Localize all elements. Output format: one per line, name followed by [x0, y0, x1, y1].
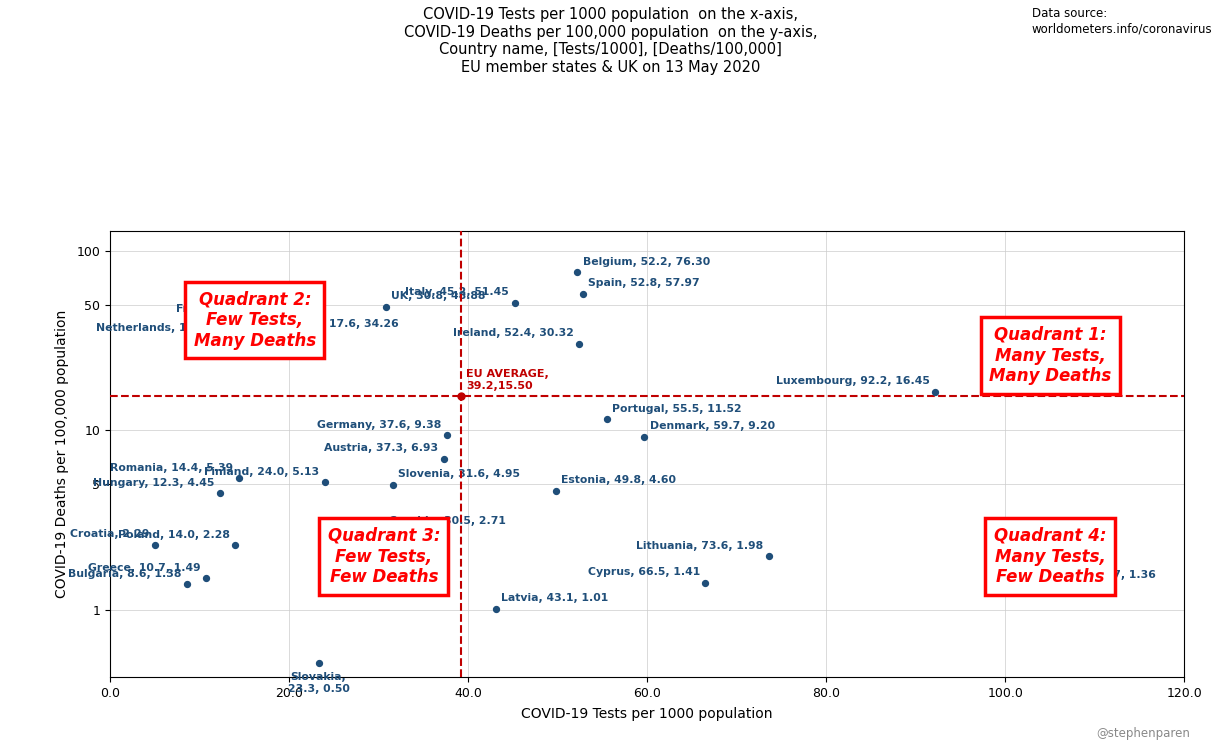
Point: [573, 287, 592, 299]
Text: Malta, 103.7, 1.36: Malta, 103.7, 1.36: [1044, 570, 1156, 580]
Text: COVID-19 Tests per 1000 population  on the x-axis,
COVID-19 Deaths per 100,000 p: COVID-19 Tests per 1000 population on th…: [404, 7, 817, 74]
Point: [437, 429, 457, 441]
Text: Denmark, 59.7, 9.20: Denmark, 59.7, 9.20: [650, 421, 775, 432]
Point: [177, 579, 197, 591]
Text: Latvia, 43.1, 1.01: Latvia, 43.1, 1.01: [502, 593, 608, 603]
Point: [258, 329, 277, 341]
Point: [374, 526, 393, 538]
Text: Estonia, 49.8, 4.60: Estonia, 49.8, 4.60: [562, 475, 676, 485]
Point: [759, 551, 779, 562]
Text: Czechia, 30.5, 2.71: Czechia, 30.5, 2.71: [388, 516, 505, 526]
Text: Poland, 14.0, 2.28: Poland, 14.0, 2.28: [117, 530, 230, 540]
Point: [195, 573, 215, 585]
Text: Slovakia,
23.3, 0.50: Slovakia, 23.3, 0.50: [288, 673, 349, 694]
Text: Quadrant 1:
Many Tests,
Many Deaths: Quadrant 1: Many Tests, Many Deaths: [989, 326, 1111, 385]
Text: Austria, 37.3, 6.93: Austria, 37.3, 6.93: [325, 443, 438, 453]
Text: Quadrant 4:
Many Tests,
Few Deaths: Quadrant 4: Many Tests, Few Deaths: [994, 527, 1106, 586]
Point: [145, 539, 165, 551]
Point: [226, 539, 245, 551]
Point: [383, 479, 403, 491]
Text: Data source:
worldometers.info/coronavirus: Data source: worldometers.info/coronavir…: [1032, 7, 1212, 36]
Text: Germany, 37.6, 9.38: Germany, 37.6, 9.38: [316, 420, 441, 430]
Point: [210, 487, 230, 499]
X-axis label: COVID-19 Tests per 1000 population: COVID-19 Tests per 1000 population: [521, 707, 773, 721]
Point: [569, 338, 589, 350]
Point: [597, 414, 617, 426]
Text: Quadrant 3:
Few Tests,
Few Deaths: Quadrant 3: Few Tests, Few Deaths: [327, 527, 440, 586]
Text: Cyprus, 66.5, 1.41: Cyprus, 66.5, 1.41: [587, 567, 700, 577]
Point: [568, 266, 587, 278]
Text: Ireland, 52.4, 30.32: Ireland, 52.4, 30.32: [453, 328, 574, 339]
Point: [486, 603, 505, 615]
Point: [230, 472, 249, 484]
Point: [435, 453, 454, 465]
Point: [1028, 580, 1048, 591]
Text: Portugal, 55.5, 11.52: Portugal, 55.5, 11.52: [613, 404, 742, 414]
Text: Croatia, 2.29: Croatia, 2.29: [70, 530, 149, 539]
Y-axis label: COVID-19 Deaths per 100,000 population: COVID-19 Deaths per 100,000 population: [55, 310, 70, 598]
Text: Lithuania, 73.6, 1.98: Lithuania, 73.6, 1.98: [636, 541, 763, 551]
Text: @stephenparen: @stephenparen: [1096, 728, 1190, 740]
Point: [451, 390, 470, 402]
Text: Italy, 45.2, 51.45: Italy, 45.2, 51.45: [405, 287, 509, 298]
Text: UK, 30.8, 48.88: UK, 30.8, 48.88: [391, 291, 486, 301]
Point: [926, 385, 945, 397]
Point: [635, 431, 654, 443]
Text: Bulgaria, 8.6, 1.38: Bulgaria, 8.6, 1.38: [68, 569, 182, 579]
Point: [309, 658, 328, 670]
Text: Greece, 10.7, 1.49: Greece, 10.7, 1.49: [88, 563, 200, 573]
Text: Luxembourg, 92.2, 16.45: Luxembourg, 92.2, 16.45: [777, 376, 930, 386]
Point: [696, 577, 716, 589]
Text: Belgium, 52.2, 76.30: Belgium, 52.2, 76.30: [582, 257, 711, 266]
Point: [376, 301, 396, 312]
Text: Sweden, 17.6, 34.26: Sweden, 17.6, 34.26: [274, 319, 399, 329]
Point: [289, 314, 309, 326]
Point: [315, 476, 335, 488]
Text: Slovenia, 31.6, 4.95: Slovenia, 31.6, 4.95: [398, 469, 520, 479]
Text: Netherlands, 16.1, 32.46: Netherlands, 16.1, 32.46: [96, 323, 249, 333]
Text: Hungary, 12.3, 4.45: Hungary, 12.3, 4.45: [93, 478, 215, 488]
Text: France, 21.2, 41.48: France, 21.2, 41.48: [176, 304, 294, 314]
Point: [244, 333, 264, 344]
Text: Spain, 52.8, 57.97: Spain, 52.8, 57.97: [589, 278, 700, 288]
Text: Romania, 14.4, 5.39: Romania, 14.4, 5.39: [110, 463, 233, 473]
Text: Finland, 24.0, 5.13: Finland, 24.0, 5.13: [204, 466, 319, 477]
Point: [546, 485, 565, 497]
Point: [504, 297, 524, 309]
Text: Quadrant 2:
Few Tests,
Many Deaths: Quadrant 2: Few Tests, Many Deaths: [194, 290, 316, 350]
Text: EU AVERAGE,
39.2,15.50: EU AVERAGE, 39.2,15.50: [466, 369, 549, 391]
